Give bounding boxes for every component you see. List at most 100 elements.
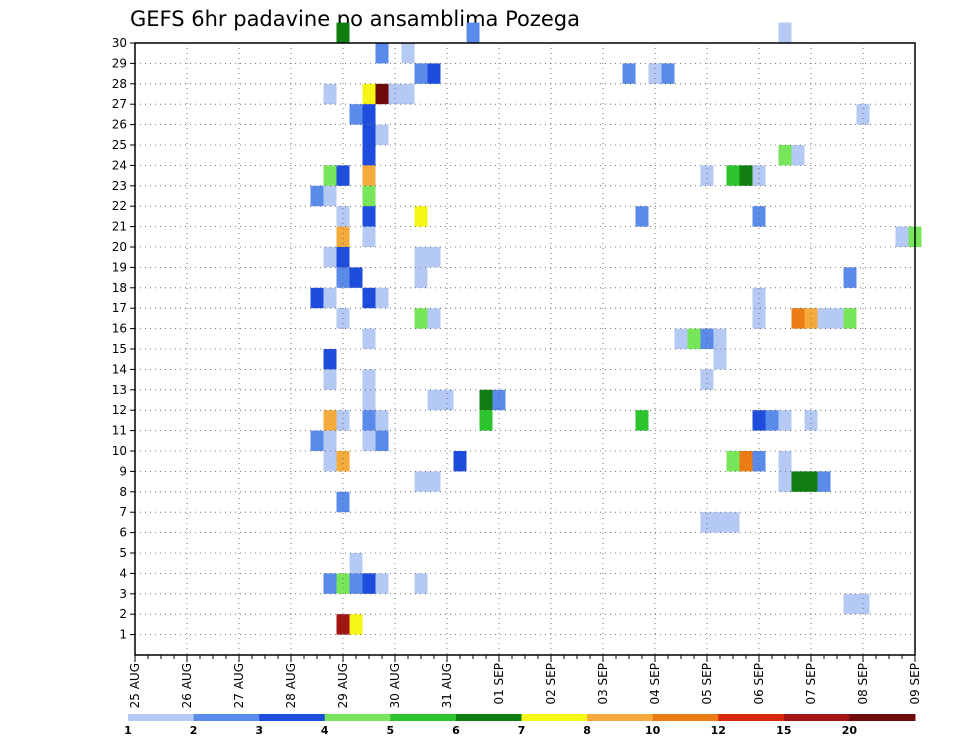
heatmap-cell (414, 308, 428, 329)
x-tick-label: 28 AUG (284, 663, 298, 708)
legend-swatch (193, 714, 260, 721)
heatmap-cell (336, 247, 350, 268)
heatmap-cell (804, 471, 818, 492)
heatmap-cell (414, 63, 428, 84)
legend-swatch (652, 714, 719, 721)
y-tick-label: 4 (119, 566, 127, 580)
heatmap-cell (362, 287, 376, 309)
heatmap-cell (687, 328, 701, 349)
legend-swatch (849, 714, 916, 721)
x-tick-label: 02 SEP (544, 663, 558, 705)
heatmap-cell (726, 451, 740, 472)
legend-label: 12 (711, 724, 726, 737)
x-tick-label: 06 SEP (752, 663, 766, 705)
legend-label: 15 (776, 724, 791, 737)
heatmap-cell (362, 410, 376, 431)
y-tick-label: 20 (112, 240, 127, 254)
y-tick-label: 9 (119, 464, 127, 478)
x-tick-label: 03 SEP (596, 663, 610, 705)
heatmap-cell (778, 410, 792, 431)
heatmap-cell (479, 410, 493, 431)
heatmap-cell (336, 491, 350, 513)
heatmap-cell (323, 247, 337, 268)
heatmap-cell (336, 226, 350, 247)
heatmap-cell (362, 145, 376, 166)
heatmap-cell (336, 206, 350, 227)
x-tick-label: 07 SEP (804, 663, 818, 705)
legend-label: 7 (518, 724, 526, 737)
heatmap-cell (362, 104, 376, 125)
heatmap-cell (856, 104, 870, 125)
heatmap-cell (310, 430, 324, 451)
y-tick-label: 13 (112, 383, 127, 397)
heatmap-cell (323, 165, 337, 186)
y-tick-label: 14 (112, 362, 127, 376)
legend-swatch (521, 714, 588, 721)
heatmap-cell (362, 389, 376, 411)
heatmap-cell (791, 308, 805, 329)
heatmap-cell (362, 430, 376, 451)
heatmap-cell (700, 165, 714, 186)
legend-label: 6 (452, 724, 460, 737)
heatmap-cell (843, 267, 857, 288)
y-tick-label: 8 (119, 485, 127, 499)
y-tick-label: 16 (112, 322, 127, 336)
y-tick-label: 30 (112, 36, 127, 50)
heatmap-cell (414, 471, 428, 492)
legend-label: 2 (190, 724, 198, 737)
heatmap-cell (323, 430, 337, 451)
y-tick-label: 17 (112, 301, 127, 315)
color-legend: 1 2 3 4 5 6 7 8 10 12 15 20 (124, 714, 916, 737)
heatmap-cell (414, 573, 428, 594)
x-tick-label: 05 SEP (700, 663, 714, 705)
x-axis: 25 AUG 26 AUG 27 AUG 28 AUG 29 AUG 30 AUG 31 A… (128, 655, 922, 708)
heatmap-cell (349, 104, 363, 125)
grid-lines (135, 42, 915, 655)
heatmap-cell (635, 410, 649, 431)
heatmap-cell (323, 410, 337, 431)
heatmap-cell (401, 83, 415, 105)
heatmap-cell (336, 267, 350, 288)
heatmap-cell (323, 451, 337, 472)
heatmap-cell (791, 145, 805, 166)
heatmap-cell (375, 43, 389, 64)
heatmap-cell (700, 369, 714, 390)
heatmap-cell (323, 573, 337, 594)
heatmap-cell (739, 165, 753, 186)
heatmap-cell (622, 63, 636, 84)
heatmap-cell (362, 206, 376, 227)
legend-swatch (259, 714, 326, 721)
x-tick-label: 31 AUG (440, 663, 454, 708)
heatmap-cell (830, 308, 844, 329)
x-tick-label: 25 AUG (128, 663, 142, 708)
y-tick-label: 19 (112, 260, 127, 274)
heatmap-cell (349, 614, 363, 635)
chart-title: GEFS 6hr padavine po ansamblima Pozega (130, 7, 580, 31)
heatmap-cell (427, 308, 441, 329)
heatmap-cell (453, 451, 467, 472)
heatmap-cell (375, 287, 389, 309)
y-tick-label: 2 (119, 607, 127, 621)
y-tick-label: 25 (112, 138, 127, 152)
heatmap-cell (713, 328, 727, 349)
legend-label: 20 (842, 724, 858, 737)
y-tick-label: 11 (112, 424, 127, 438)
heatmap-cell (739, 451, 753, 472)
legend-swatch (128, 714, 195, 721)
legend-swatch (390, 714, 457, 721)
heatmap-cell (752, 410, 766, 431)
y-tick-label: 7 (119, 505, 127, 519)
heatmap-cell (336, 614, 350, 635)
y-tick-label: 12 (112, 403, 127, 417)
heatmap-cell (661, 63, 675, 84)
y-tick-label: 5 (119, 546, 127, 560)
heatmap-cell (427, 389, 441, 411)
heatmap-cell (362, 124, 376, 145)
x-tick-label: 01 SEP (492, 663, 506, 705)
y-tick-label: 29 (112, 56, 127, 70)
heatmap-cell (752, 165, 766, 186)
heatmap-cell (466, 22, 480, 43)
heatmap-cell (817, 471, 831, 492)
heatmap-cell (414, 267, 428, 288)
heatmap-cell (375, 83, 389, 105)
